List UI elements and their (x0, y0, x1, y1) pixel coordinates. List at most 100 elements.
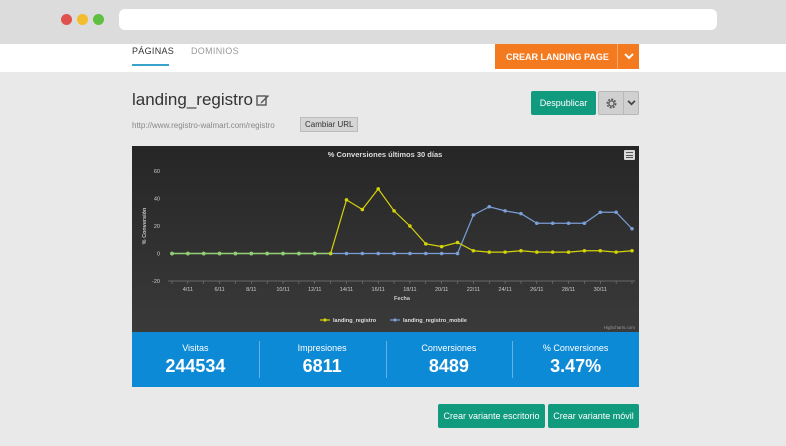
stat-conversion-rate: % Conversiones 3.47% (512, 332, 639, 387)
create-landing-page-button[interactable]: CREAR LANDING PAGE (495, 44, 639, 69)
data-point (233, 251, 238, 256)
data-point (423, 251, 428, 256)
data-point (455, 251, 460, 256)
data-point (392, 251, 396, 256)
data-point (535, 221, 539, 226)
data-point (344, 251, 349, 256)
window-maximize-icon[interactable] (93, 14, 104, 25)
y-tick-label: 20 (154, 224, 160, 230)
y-tick-label: 40 (154, 197, 160, 203)
data-point (598, 210, 603, 215)
stat-value: 6811 (302, 355, 342, 376)
data-point (519, 211, 523, 216)
y-tick-label: -20 (152, 279, 160, 285)
legend-swatch-dot (393, 318, 397, 322)
data-point (566, 221, 571, 226)
x-tick-label: 6/11 (214, 287, 224, 293)
data-point (344, 198, 349, 202)
address-bar[interactable] (119, 9, 717, 30)
create-landing-page-label: CREAR LANDING PAGE (506, 51, 609, 62)
stat-label: Impresiones (297, 342, 347, 353)
x-tick-label: 18/11 (403, 287, 416, 293)
data-point (439, 244, 444, 249)
stat-impresiones: Impresiones 6811 (258, 332, 386, 387)
stat-label: Visitas (182, 342, 209, 353)
data-point (535, 250, 539, 254)
data-point (408, 224, 412, 228)
data-point (170, 251, 174, 256)
data-point (582, 248, 587, 253)
stat-label: Conversiones (421, 342, 477, 353)
data-point (217, 251, 222, 256)
data-point (392, 209, 396, 213)
data-point (471, 213, 476, 217)
stat-visitas: Visitas 244534 (132, 332, 259, 387)
data-point (376, 187, 381, 191)
stat-conversiones: Conversiones 8489 (385, 332, 513, 387)
active-tab-indicator (132, 64, 169, 66)
data-point (614, 250, 618, 254)
settings-dropdown[interactable] (598, 91, 639, 115)
data-point (281, 251, 285, 256)
chevron-down-icon[interactable] (623, 92, 638, 114)
edit-icon[interactable] (256, 93, 270, 107)
create-mobile-variant-button[interactable]: Crear variante móvil (548, 404, 639, 428)
page-title: landing_registro (132, 90, 253, 109)
chart-menu-icon[interactable] (624, 150, 635, 160)
window-close-icon[interactable] (61, 14, 72, 25)
stat-label: % Conversiones (542, 342, 609, 353)
tab-dominios[interactable]: DOMINIOS (191, 46, 239, 56)
data-point (550, 221, 555, 226)
chart-canvas: % Conversiones últimos 30 días -20 0 20 40 60… (142, 150, 636, 330)
chart-title: % Conversiones últimos 30 días (328, 150, 443, 159)
browser-chrome (0, 0, 786, 44)
data-point (360, 251, 365, 256)
x-tick-label: 28/11 (562, 287, 575, 293)
data-point (630, 248, 634, 253)
gear-icon[interactable] (599, 97, 623, 110)
x-tick-label: 4/11 (183, 287, 193, 293)
data-point (503, 250, 507, 254)
stat-value: 8489 (428, 355, 469, 376)
x-tick-label: 10/11 (276, 287, 289, 293)
chart-credits: Highcharts.com (604, 325, 636, 330)
stats-band: Visitas 244534 Impresiones 6811 Conversi… (132, 332, 639, 387)
y-tick-label: 0 (157, 252, 160, 258)
data-point (598, 248, 603, 253)
data-point (376, 251, 381, 256)
y-tick-label: 60 (154, 169, 160, 175)
legend-entry: landing_registro_mobile (403, 318, 467, 324)
stat-value: 3.47% (550, 355, 602, 376)
data-point (455, 240, 460, 245)
page-url: http://www.registro-walmart.com/registro (132, 121, 275, 130)
data-point (249, 251, 254, 256)
legend-entry: landing_registro (333, 318, 377, 324)
data-point (550, 250, 555, 254)
window-minimize-icon[interactable] (77, 14, 88, 25)
x-tick-label: 22/11 (467, 287, 480, 293)
x-tick-label: 14/11 (340, 287, 353, 293)
data-point (630, 226, 634, 231)
x-tick-label: 26/11 (530, 287, 543, 293)
data-point (471, 248, 476, 253)
x-tick-label: 8/11 (246, 287, 256, 293)
data-point (201, 251, 206, 256)
data-point (360, 207, 365, 212)
x-tick-label: 30/11 (594, 287, 607, 293)
conversions-chart: % Conversiones últimos 30 días -20 0 20 40 60… (132, 146, 639, 332)
tab-paginas[interactable]: PÁGINAS (132, 46, 175, 56)
legend-swatch-dot (323, 318, 327, 322)
data-point (423, 242, 428, 246)
chevron-down-icon[interactable] (617, 44, 639, 69)
data-point (297, 251, 301, 256)
create-desktop-variant-button[interactable]: Crear variante escritorio (438, 404, 545, 428)
change-url-button[interactable]: Cambiar URL (300, 117, 359, 132)
x-tick-label: 24/11 (498, 287, 511, 293)
data-point (487, 250, 492, 254)
data-point (312, 251, 317, 256)
data-point (519, 248, 523, 253)
data-point (503, 209, 507, 213)
x-tick-label: 16/11 (372, 287, 385, 293)
data-point (439, 251, 444, 256)
unpublish-button[interactable]: Despublicar (531, 91, 596, 115)
